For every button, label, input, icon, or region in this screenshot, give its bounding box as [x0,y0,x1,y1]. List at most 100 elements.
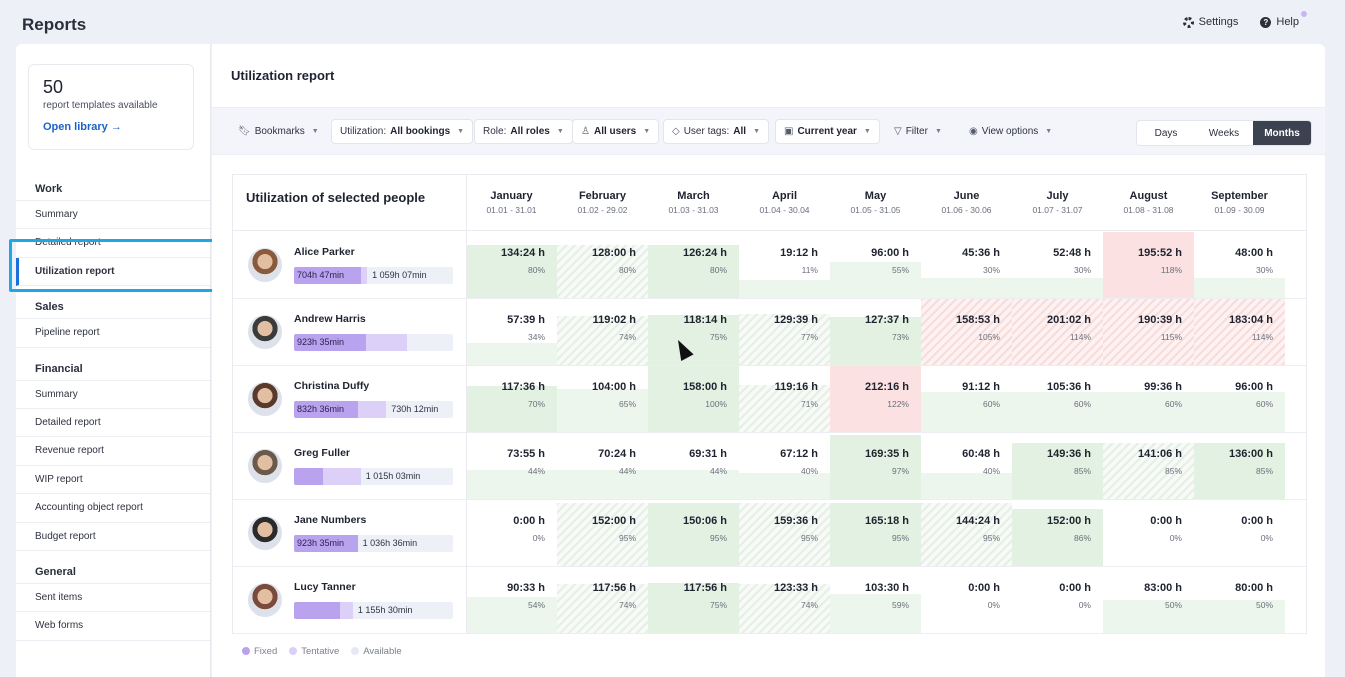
chevron-down-icon: ▼ [863,128,871,135]
sidebar-item[interactable]: Accounting object report [16,494,210,523]
sidebar-item[interactable]: Budget report [16,523,210,551]
utilization-cell[interactable]: 80:00 h 50% [1194,567,1285,633]
utilization-cell[interactable]: 0:00 h 0% [1194,500,1285,566]
percent-value: 0% [1260,533,1273,543]
sidebar-item[interactable]: Utilization report [16,257,210,287]
utilization-dropdown[interactable]: Utilization: All bookings ▼ [331,119,474,144]
utilization-cell[interactable]: 69:31 h 44% [648,433,739,499]
utilization-cell[interactable]: 52:48 h 30% [1012,232,1103,298]
person-name[interactable]: Lucy Tanner [294,581,356,593]
utilization-cell[interactable]: 212:16 h 122% [830,366,921,432]
utilization-cell[interactable]: 117:56 h 74% [557,567,648,633]
sidebar-item[interactable]: Revenue report [16,437,210,466]
utilization-cell[interactable]: 159:36 h 95% [739,500,830,566]
utilization-cell[interactable]: 73:55 h 44% [466,433,557,499]
sidebar-item[interactable]: Sent items [16,584,210,613]
open-library-link[interactable]: Open library → [43,121,122,133]
utilization-cell[interactable]: 128:00 h 80% [557,232,648,298]
sidebar-item[interactable]: Summary [16,381,210,409]
utilization-cell[interactable]: 67:12 h 40% [739,433,830,499]
utilization-cell[interactable]: 123:33 h 74% [739,567,830,633]
utilization-cell[interactable]: 119:16 h 71% [739,366,830,432]
utilization-cell[interactable]: 195:52 h 118% [1103,232,1194,298]
utilization-cell[interactable]: 104:00 h 65% [557,366,648,432]
percent-value: 54% [527,600,545,610]
utilization-cell[interactable]: 105:36 h 60% [1012,366,1103,432]
utilization-cell[interactable]: 117:36 h 70% [466,366,557,432]
utilization-cell[interactable]: 0:00 h 0% [1012,567,1103,633]
sidebar-item[interactable]: Detailed report [16,409,210,438]
utilization-cell[interactable]: 136:00 h 85% [1194,433,1285,499]
utilization-cell[interactable]: 152:00 h 86% [1012,500,1103,566]
utilization-cell[interactable]: 0:00 h 0% [921,567,1012,633]
sidebar-item[interactable]: Summary [16,201,210,230]
utilization-cell[interactable]: 149:36 h 85% [1012,433,1103,499]
person-name[interactable]: Greg Fuller [294,447,351,459]
sidebar-nav: Work Summary Detailed report Utilization re… [16,177,210,641]
role-dropdown[interactable]: Role: All roles ▼ [474,119,573,144]
utilization-cell[interactable]: 90:33 h 54% [466,567,557,633]
view-days-button[interactable]: Days [1154,127,1178,139]
utilization-cell[interactable]: 129:39 h 77% [739,299,830,365]
utilization-cell[interactable]: 19:12 h 11% [739,232,830,298]
utilization-cell[interactable]: 183:04 h 114% [1194,299,1285,365]
utilization-cell[interactable]: 119:02 h 74% [557,299,648,365]
utilization-cell[interactable]: 158:53 h 105% [921,299,1012,365]
view-options-dropdown[interactable]: ◉ View options ▼ [960,119,1061,144]
sidebar-item[interactable]: Pipeline report [16,319,210,348]
help-button[interactable]: ? Help [1260,9,1309,28]
utilization-cell[interactable]: 57:39 h 34% [466,299,557,365]
sidebar-item[interactable]: WIP report [16,466,210,495]
bookmarks-dropdown[interactable]: 🔖︎ Bookmarks ▼ [229,119,328,144]
period-dropdown[interactable]: ▣ Current year ▼ [775,119,880,144]
table-row[interactable]: Christina Duffy 832h 36min 730h 12min 117:3… [233,366,1306,433]
utilization-cell[interactable]: 48:00 h 30% [1194,232,1285,298]
utilization-cell[interactable]: 118:14 h 75% [648,299,739,365]
table-row[interactable]: Greg Fuller 1 015h 03min 73:55 h 44% 70:24 h… [233,433,1306,500]
settings-button[interactable]: Settings [1182,16,1238,28]
utilization-cell[interactable]: 190:39 h 115% [1103,299,1194,365]
utilization-cell[interactable]: 201:02 h 114% [1012,299,1103,365]
table-row[interactable]: Lucy Tanner 1 155h 30min 90:33 h 54% 117:56 … [233,567,1306,634]
utilization-cell[interactable]: 117:56 h 75% [648,567,739,633]
person-name[interactable]: Jane Numbers [294,514,367,526]
utilization-cell[interactable]: 165:18 h 95% [830,500,921,566]
utilization-cell[interactable]: 126:24 h 80% [648,232,739,298]
hours-value: 141:06 h [1137,448,1182,460]
person-name[interactable]: Andrew Harris [294,313,366,325]
table-row[interactable]: Jane Numbers 923h 35min 1 036h 36min 0:00 h… [233,500,1306,567]
person-name[interactable]: Alice Parker [294,246,355,258]
utilization-cell[interactable]: 0:00 h 0% [466,500,557,566]
chevron-down-icon: ▼ [457,128,465,135]
utilization-cell[interactable]: 169:35 h 97% [830,433,921,499]
utilization-cell[interactable]: 91:12 h 60% [921,366,1012,432]
sidebar-item[interactable]: Detailed report [16,229,210,258]
sidebar-item[interactable]: Web forms [16,612,210,641]
utilization-cell[interactable]: 152:00 h 95% [557,500,648,566]
utilization-cell[interactable]: 60:48 h 40% [921,433,1012,499]
utilization-cell[interactable]: 99:36 h 60% [1103,366,1194,432]
utilization-cell[interactable]: 158:00 h 100% [648,366,739,432]
utilization-cell[interactable]: 96:00 h 60% [1194,366,1285,432]
hours-value: 67:12 h [780,448,818,460]
utilization-cell[interactable]: 103:30 h 59% [830,567,921,633]
utilization-cell[interactable]: 45:36 h 30% [921,232,1012,298]
utilization-cell[interactable]: 96:00 h 55% [830,232,921,298]
utilization-cell[interactable]: 0:00 h 0% [1103,500,1194,566]
utilization-cell[interactable]: 150:06 h 95% [648,500,739,566]
utilization-cell[interactable]: 144:24 h 95% [921,500,1012,566]
utilization-cell[interactable]: 70:24 h 44% [557,433,648,499]
utilization-cell[interactable]: 134:24 h 80% [466,232,557,298]
utilization-fill [1103,443,1194,499]
utilization-cell[interactable]: 83:00 h 50% [1103,567,1194,633]
person-name[interactable]: Christina Duffy [294,380,370,392]
view-months-button[interactable]: Months [1253,121,1311,145]
filter-dropdown[interactable]: ▽ Filter ▼ [885,119,951,144]
utilization-cell[interactable]: 141:06 h 85% [1103,433,1194,499]
users-dropdown[interactable]: ♙ All users ▼ [572,119,660,144]
table-row[interactable]: Alice Parker 704h 47min 1 059h 07min 134:24… [233,232,1306,299]
utilization-cell[interactable]: 127:37 h 73% [830,299,921,365]
user-tags-dropdown[interactable]: ◇ User tags: All ▼ [663,119,769,144]
table-row[interactable]: Andrew Harris 923h 35min 57:39 h 34% 119:02 … [233,299,1306,366]
view-weeks-button[interactable]: Weeks [1208,127,1240,139]
